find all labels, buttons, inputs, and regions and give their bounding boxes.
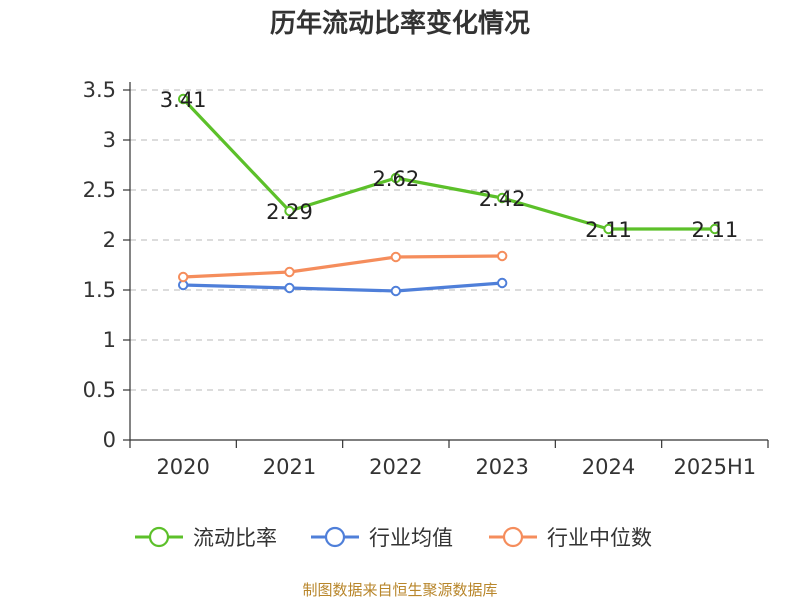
chart-title: 历年流动比率变化情况 <box>270 8 530 39</box>
legend-marker <box>502 526 524 548</box>
y-tick-label: 2.5 <box>83 178 116 202</box>
data-point <box>496 192 508 204</box>
data-label: 2.11 <box>691 218 738 242</box>
legend: 流动比率 行业均值 行业中位数 <box>135 526 652 550</box>
legend-marker <box>148 526 170 548</box>
x-tick-label: 2021 <box>263 455 316 479</box>
legend-marker <box>324 526 346 548</box>
data-label: 2.29 <box>266 200 313 224</box>
y-tick-label: 1 <box>103 328 116 352</box>
series-lines <box>177 93 721 297</box>
y-tick-label: 2 <box>103 228 116 252</box>
series-line-2 <box>183 281 503 293</box>
legend-label: 行业均值 <box>369 526 453 550</box>
data-point <box>390 172 402 184</box>
legend-label: 行业中位数 <box>547 526 652 550</box>
y-tick-label: 1.5 <box>83 278 116 302</box>
data-point <box>390 251 402 263</box>
x-tick-label: 2020 <box>156 455 209 479</box>
data-label: 2.11 <box>585 218 632 242</box>
data-labels: 3.41 2.29 2.62 2.42 2.11 2.11 <box>160 88 738 242</box>
data-point <box>603 223 614 235</box>
x-tick-label: 2024 <box>582 455 635 479</box>
series-line-1 <box>182 97 715 231</box>
data-point <box>496 277 508 289</box>
data-point <box>709 223 721 235</box>
series-line-3 <box>183 254 503 279</box>
axes: 0 0.5 1 1.5 2 2.5 3 3.5 2020 2021 2022 2023 2024 2025… <box>83 78 769 479</box>
data-label: 2.42 <box>479 187 526 211</box>
data-point <box>284 282 295 294</box>
grid-lines <box>130 89 768 391</box>
x-tick-label: 2022 <box>369 455 422 479</box>
y-tick-label: 0.5 <box>83 378 116 402</box>
y-tick-label: 0 <box>103 428 116 452</box>
data-point <box>390 285 402 297</box>
data-label: 2.62 <box>372 167 419 191</box>
legend-label: 流动比率 <box>193 526 277 550</box>
data-point <box>177 93 189 105</box>
source-note: 制图数据来自恒生聚源数据库 <box>302 581 497 599</box>
data-point <box>284 205 295 217</box>
data-point <box>177 271 189 283</box>
y-tick-label: 3 <box>103 128 116 152</box>
y-tick-label: 3.5 <box>83 78 116 102</box>
data-point <box>284 266 295 278</box>
data-label: 3.41 <box>160 88 207 112</box>
x-tick-label: 2025H1 <box>674 455 757 479</box>
data-point <box>496 250 508 262</box>
x-tick-label: 2023 <box>475 455 528 479</box>
